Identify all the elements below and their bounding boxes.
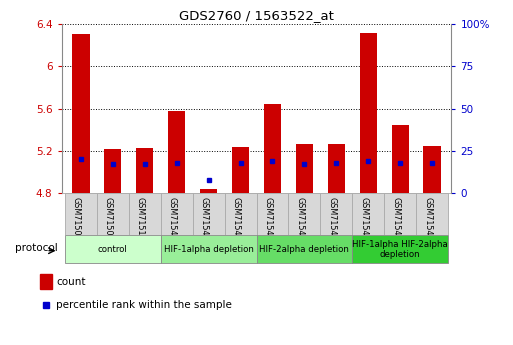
Text: GSM71546: GSM71546 xyxy=(359,197,368,240)
Bar xyxy=(288,193,321,235)
Text: GSM71547: GSM71547 xyxy=(391,197,400,240)
Bar xyxy=(416,193,448,235)
Bar xyxy=(352,235,448,263)
Bar xyxy=(256,235,352,263)
Bar xyxy=(40,274,51,289)
Bar xyxy=(104,149,122,193)
Bar xyxy=(200,189,218,193)
Title: GDS2760 / 1563522_at: GDS2760 / 1563522_at xyxy=(179,9,334,22)
Bar xyxy=(264,105,281,193)
Bar xyxy=(321,193,352,235)
Bar xyxy=(97,193,129,235)
Bar xyxy=(72,34,90,193)
Text: protocol: protocol xyxy=(15,243,58,253)
Text: GSM71544: GSM71544 xyxy=(295,197,304,240)
Bar xyxy=(384,193,416,235)
Text: percentile rank within the sample: percentile rank within the sample xyxy=(56,300,232,310)
Text: HIF-1alpha HIF-2alpha
depletion: HIF-1alpha HIF-2alpha depletion xyxy=(352,239,448,259)
Bar xyxy=(328,144,345,193)
Bar xyxy=(391,125,409,193)
Bar xyxy=(256,193,288,235)
Text: control: control xyxy=(98,245,128,254)
Bar xyxy=(129,193,161,235)
Text: GSM71545: GSM71545 xyxy=(327,197,337,240)
Bar xyxy=(295,144,313,193)
Bar xyxy=(192,193,225,235)
Text: count: count xyxy=(56,277,86,287)
Bar xyxy=(65,235,161,263)
Bar xyxy=(161,235,256,263)
Text: GSM71509: GSM71509 xyxy=(104,197,113,240)
Bar xyxy=(65,193,97,235)
Bar xyxy=(360,32,377,193)
Text: HIF-2alpha depletion: HIF-2alpha depletion xyxy=(260,245,349,254)
Text: GSM71507: GSM71507 xyxy=(72,197,81,240)
Bar xyxy=(136,148,153,193)
Bar xyxy=(161,193,192,235)
Text: GSM71543: GSM71543 xyxy=(264,197,272,240)
Bar xyxy=(352,193,384,235)
Text: GSM71511: GSM71511 xyxy=(135,197,145,240)
Bar xyxy=(168,111,185,193)
Text: GSM71548: GSM71548 xyxy=(423,197,432,240)
Text: GSM71542: GSM71542 xyxy=(231,197,241,240)
Bar xyxy=(423,146,441,193)
Bar xyxy=(232,147,249,193)
Text: HIF-1alpha depletion: HIF-1alpha depletion xyxy=(164,245,253,254)
Text: GSM71540: GSM71540 xyxy=(168,197,176,240)
Text: GSM71541: GSM71541 xyxy=(200,197,209,240)
Bar xyxy=(225,193,256,235)
